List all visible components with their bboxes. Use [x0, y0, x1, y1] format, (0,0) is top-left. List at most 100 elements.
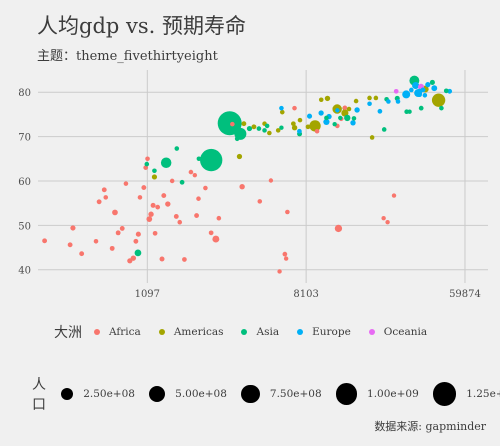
data-point-africa [203, 185, 208, 191]
legend-label: Africa [109, 326, 141, 338]
data-point-asia [196, 156, 202, 162]
data-point-asia [332, 121, 337, 127]
data-point-asia [224, 115, 230, 121]
data-point-africa [146, 216, 153, 222]
data-point-americas [431, 93, 446, 107]
data-point-americas [353, 98, 359, 104]
data-point-asia [160, 157, 172, 168]
data-point-africa [135, 231, 141, 237]
data-point-africa [155, 204, 161, 210]
data-point-europe [297, 128, 302, 134]
data-point-europe [279, 105, 284, 111]
size-legend-item: 5.00e+08 [148, 385, 227, 403]
data-point-africa [268, 178, 274, 183]
data-point-africa [161, 193, 167, 199]
data-point-europe [318, 110, 324, 116]
data-point-europe [412, 81, 420, 90]
data-point-asia [262, 128, 267, 133]
legend-label: Europe [312, 326, 351, 338]
data-point-europe [431, 85, 438, 92]
data-point-africa [334, 224, 343, 233]
data-point-americas [297, 117, 303, 123]
data-point-africa [109, 245, 115, 251]
data-point-europe [395, 99, 401, 104]
size-legend-item: 1.00e+09 [335, 383, 419, 405]
legend-swatch-oceania [368, 329, 375, 335]
data-point-asia [234, 136, 240, 142]
data-point-africa [137, 195, 143, 200]
data-point-africa [283, 256, 289, 261]
legend-swatch-africa [94, 329, 100, 335]
data-point-africa [96, 199, 102, 205]
legend-label: Oceania [383, 326, 428, 338]
y-tick-label: 70 [18, 133, 31, 144]
data-point-europe [323, 118, 330, 126]
data-point-asia [439, 105, 444, 111]
data-point-americas [291, 124, 298, 131]
size-legend-label: 1.00e+09 [367, 387, 419, 400]
data-point-africa [42, 238, 48, 244]
data-point-asia [443, 88, 449, 94]
data-point-africa [141, 185, 147, 191]
data-point-africa [385, 220, 390, 225]
data-point-europe [386, 99, 391, 104]
data-point-africa [70, 225, 76, 231]
data-point-africa [93, 239, 99, 244]
data-point-africa [103, 195, 109, 200]
data-point-africa [342, 105, 348, 110]
data-point-africa [145, 156, 150, 162]
data-point-europe [377, 108, 383, 114]
data-point-americas [241, 121, 247, 127]
size-legend-item: 2.50e+08 [60, 387, 135, 401]
data-point-africa [277, 269, 282, 274]
data-point-africa [314, 128, 320, 134]
data-point-africa [292, 105, 297, 111]
size-legend-item: 7.50e+08 [240, 384, 322, 404]
data-point-asia [200, 148, 223, 172]
data-point-africa [230, 121, 235, 127]
data-point-americas [318, 97, 324, 103]
population-legend-title: 人口 [32, 377, 46, 413]
size-legend-label: 5.00e+08 [175, 388, 227, 400]
data-point-asia [351, 116, 357, 121]
data-point-americas [369, 135, 375, 140]
data-point-africa [192, 172, 198, 178]
data-point-europe [354, 107, 360, 113]
data-point-africa [216, 215, 222, 221]
data-point-asia [279, 125, 284, 130]
y-tick-label: 80 [18, 88, 31, 99]
data-points [42, 75, 453, 274]
grid-lines [38, 70, 488, 283]
population-legend: 人口 2.50e+08 5.00e+08 7.50e+08 1.00e+09 1.25e… [0, 374, 500, 414]
data-point-africa [165, 201, 171, 207]
size-legend-label: 7.50e+08 [269, 387, 322, 400]
data-point-americas [267, 130, 272, 136]
data-point-africa [115, 230, 121, 236]
axis-tick-labels: 40 50 60 70 80 1097 8103 59874 [18, 88, 481, 300]
data-point-asia [429, 79, 435, 85]
chart-subtitle: 主题：theme_fivethirtyeight [37, 49, 218, 64]
data-point-africa [208, 230, 214, 236]
x-tick-label: 59874 [449, 289, 481, 300]
data-point-asia [134, 249, 142, 257]
legend-swatch-europe [297, 329, 304, 335]
size-legend-item: 1.25e+09 [432, 382, 500, 406]
continent-legend-title: 大洲 [54, 325, 82, 341]
data-point-africa [182, 257, 187, 262]
data-point-americas [151, 174, 158, 180]
data-point-europe [420, 87, 426, 93]
data-point-americas [291, 121, 296, 127]
data-point-asia [217, 111, 242, 136]
data-point-africa [152, 230, 158, 236]
data-point-africa [119, 225, 125, 231]
legend-swatch-americas [158, 329, 165, 335]
data-point-europe [350, 120, 356, 126]
data-point-europe [417, 92, 422, 98]
data-point-africa [282, 251, 288, 257]
data-point-africa [143, 165, 149, 170]
data-point-africa [173, 214, 179, 219]
chart-title: 人均gdp vs. 预期寿命 [37, 14, 246, 38]
legend-item-europe: Europe [297, 326, 351, 338]
data-point-africa [381, 216, 386, 221]
legend-item-americas: Americas [158, 326, 223, 338]
